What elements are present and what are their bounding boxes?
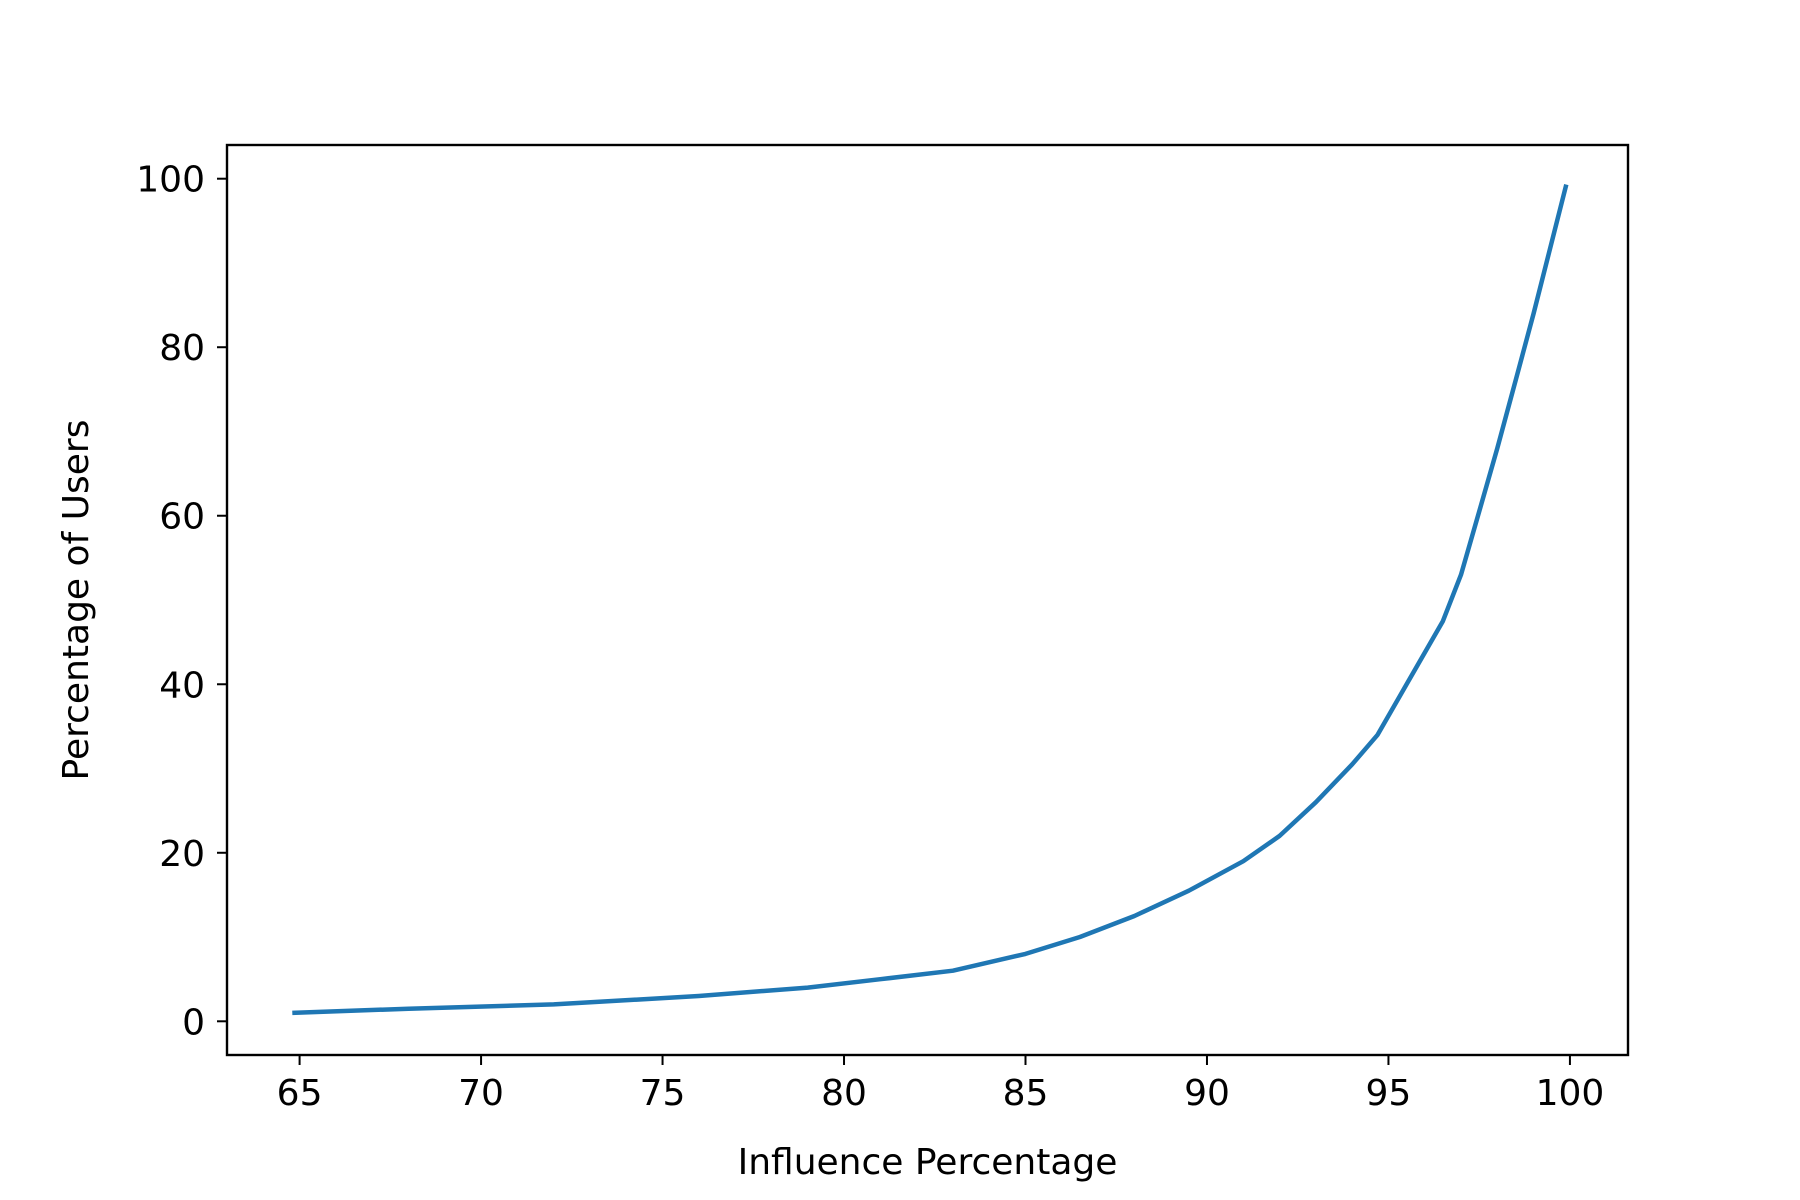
- x-tick-label: 70: [458, 1073, 504, 1114]
- x-tick-label: 80: [821, 1073, 867, 1114]
- y-axis-ticks: 0 20 40 60 80 100: [136, 160, 227, 1043]
- y-tick-label: 0: [182, 1002, 205, 1043]
- plot-frame: [225, 143, 1630, 1057]
- y-axis-label: Percentage of Users: [56, 420, 97, 781]
- y-tick-label: 40: [159, 665, 205, 706]
- x-axis-label: Influence Percentage: [738, 1142, 1118, 1183]
- x-tick-label: 100: [1536, 1073, 1605, 1114]
- x-tick-label: 95: [1366, 1073, 1412, 1114]
- x-tick-label: 90: [1184, 1073, 1230, 1114]
- y-tick-label: 80: [159, 328, 205, 369]
- series-layer: [292, 184, 1569, 1016]
- series-line: [292, 184, 1569, 1016]
- y-tick-label: 100: [136, 160, 205, 201]
- x-axis-ticks: 65 70 75 80 85 90 95 100: [277, 1055, 1605, 1114]
- x-tick-label: 65: [277, 1073, 323, 1114]
- x-tick-label: 85: [1003, 1073, 1049, 1114]
- y-tick-label: 20: [159, 834, 205, 875]
- x-tick-label: 75: [640, 1073, 686, 1114]
- y-tick-label: 60: [159, 497, 205, 538]
